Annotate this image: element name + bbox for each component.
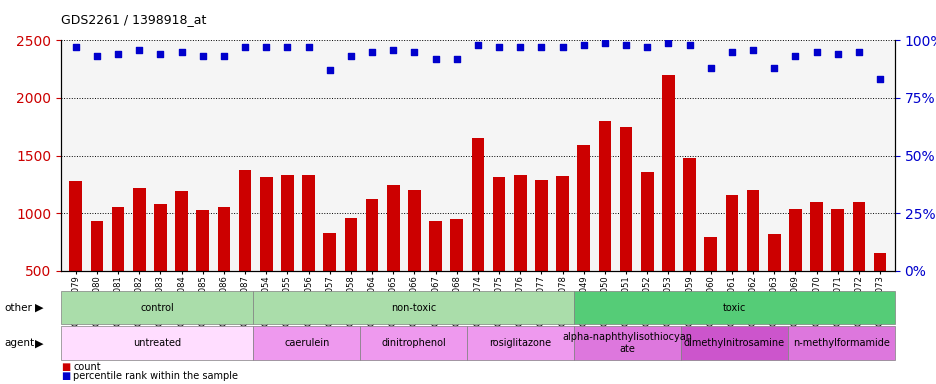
Text: count: count — [73, 362, 100, 372]
Point — [829, 51, 844, 57]
Bar — [471, 138, 484, 328]
Bar — [450, 219, 462, 328]
Text: control: control — [140, 303, 174, 313]
Text: n-methylformamide: n-methylformamide — [792, 338, 889, 348]
Point — [132, 46, 147, 53]
Bar — [133, 188, 145, 328]
Bar — [259, 177, 272, 328]
Bar — [344, 218, 357, 328]
Point — [406, 49, 421, 55]
Bar — [852, 202, 864, 328]
Point — [766, 65, 781, 71]
Point — [851, 49, 866, 55]
Text: agent: agent — [5, 338, 35, 348]
Point — [448, 56, 463, 62]
Point — [216, 53, 231, 60]
Bar — [788, 209, 801, 328]
Point — [364, 49, 379, 55]
Bar — [577, 145, 590, 328]
Text: dinitrophenol: dinitrophenol — [381, 338, 446, 348]
Point — [428, 56, 443, 62]
Text: ▶: ▶ — [35, 303, 44, 313]
Point — [89, 53, 104, 60]
Bar — [69, 181, 82, 328]
Point — [808, 49, 823, 55]
Point — [702, 65, 717, 71]
Bar — [682, 158, 695, 328]
Point — [745, 46, 760, 53]
Point — [300, 44, 315, 50]
Bar — [767, 234, 780, 328]
Bar — [323, 233, 336, 328]
Text: untreated: untreated — [133, 338, 181, 348]
Text: other: other — [5, 303, 33, 313]
Text: percentile rank within the sample: percentile rank within the sample — [73, 371, 238, 381]
Bar — [91, 221, 103, 328]
Point — [724, 49, 739, 55]
Point — [110, 51, 125, 57]
Point — [343, 53, 358, 60]
Point — [576, 42, 591, 48]
Bar — [534, 180, 548, 328]
Point — [153, 51, 168, 57]
Bar — [724, 195, 738, 328]
Text: rosiglitazone: rosiglitazone — [489, 338, 551, 348]
Point — [660, 40, 675, 46]
Text: toxic: toxic — [722, 303, 745, 313]
Bar — [619, 127, 632, 328]
Point — [871, 76, 886, 83]
Point — [386, 46, 401, 53]
Bar — [197, 210, 209, 328]
Point — [258, 44, 273, 50]
Bar — [640, 172, 652, 328]
Bar — [239, 170, 251, 328]
Point — [238, 44, 253, 50]
Bar — [746, 190, 758, 328]
Bar — [281, 175, 293, 328]
Point — [787, 53, 802, 60]
Text: ■: ■ — [61, 371, 70, 381]
Bar — [387, 185, 399, 328]
Bar — [810, 202, 822, 328]
Bar — [598, 121, 610, 328]
Bar — [302, 175, 314, 328]
Point — [322, 67, 337, 73]
Bar — [556, 176, 568, 328]
Bar — [872, 253, 885, 328]
Point — [195, 53, 210, 60]
Point — [280, 44, 295, 50]
Text: GDS2261 / 1398918_at: GDS2261 / 1398918_at — [61, 13, 206, 26]
Bar — [154, 204, 167, 328]
Bar — [429, 221, 442, 328]
Text: alpha-naphthylisothiocyan
ate: alpha-naphthylisothiocyan ate — [562, 333, 692, 354]
Point — [491, 44, 506, 50]
Text: ■: ■ — [61, 362, 70, 372]
Point — [470, 42, 485, 48]
Bar — [407, 190, 420, 328]
Bar — [492, 177, 505, 328]
Point — [512, 44, 527, 50]
Point — [68, 44, 83, 50]
Point — [597, 40, 612, 46]
Point — [174, 49, 189, 55]
Point — [618, 42, 633, 48]
Bar — [217, 207, 230, 328]
Bar — [365, 199, 378, 328]
Bar — [704, 237, 716, 328]
Text: caerulein: caerulein — [284, 338, 329, 348]
Text: non-toxic: non-toxic — [390, 303, 436, 313]
Bar — [513, 175, 526, 328]
Text: dimethylnitrosamine: dimethylnitrosamine — [683, 338, 784, 348]
Point — [534, 44, 548, 50]
Point — [681, 42, 696, 48]
Bar — [830, 209, 843, 328]
Bar — [175, 191, 188, 328]
Bar — [662, 75, 674, 328]
Point — [554, 44, 569, 50]
Point — [639, 44, 654, 50]
Bar — [111, 207, 124, 328]
Text: ▶: ▶ — [35, 338, 44, 348]
